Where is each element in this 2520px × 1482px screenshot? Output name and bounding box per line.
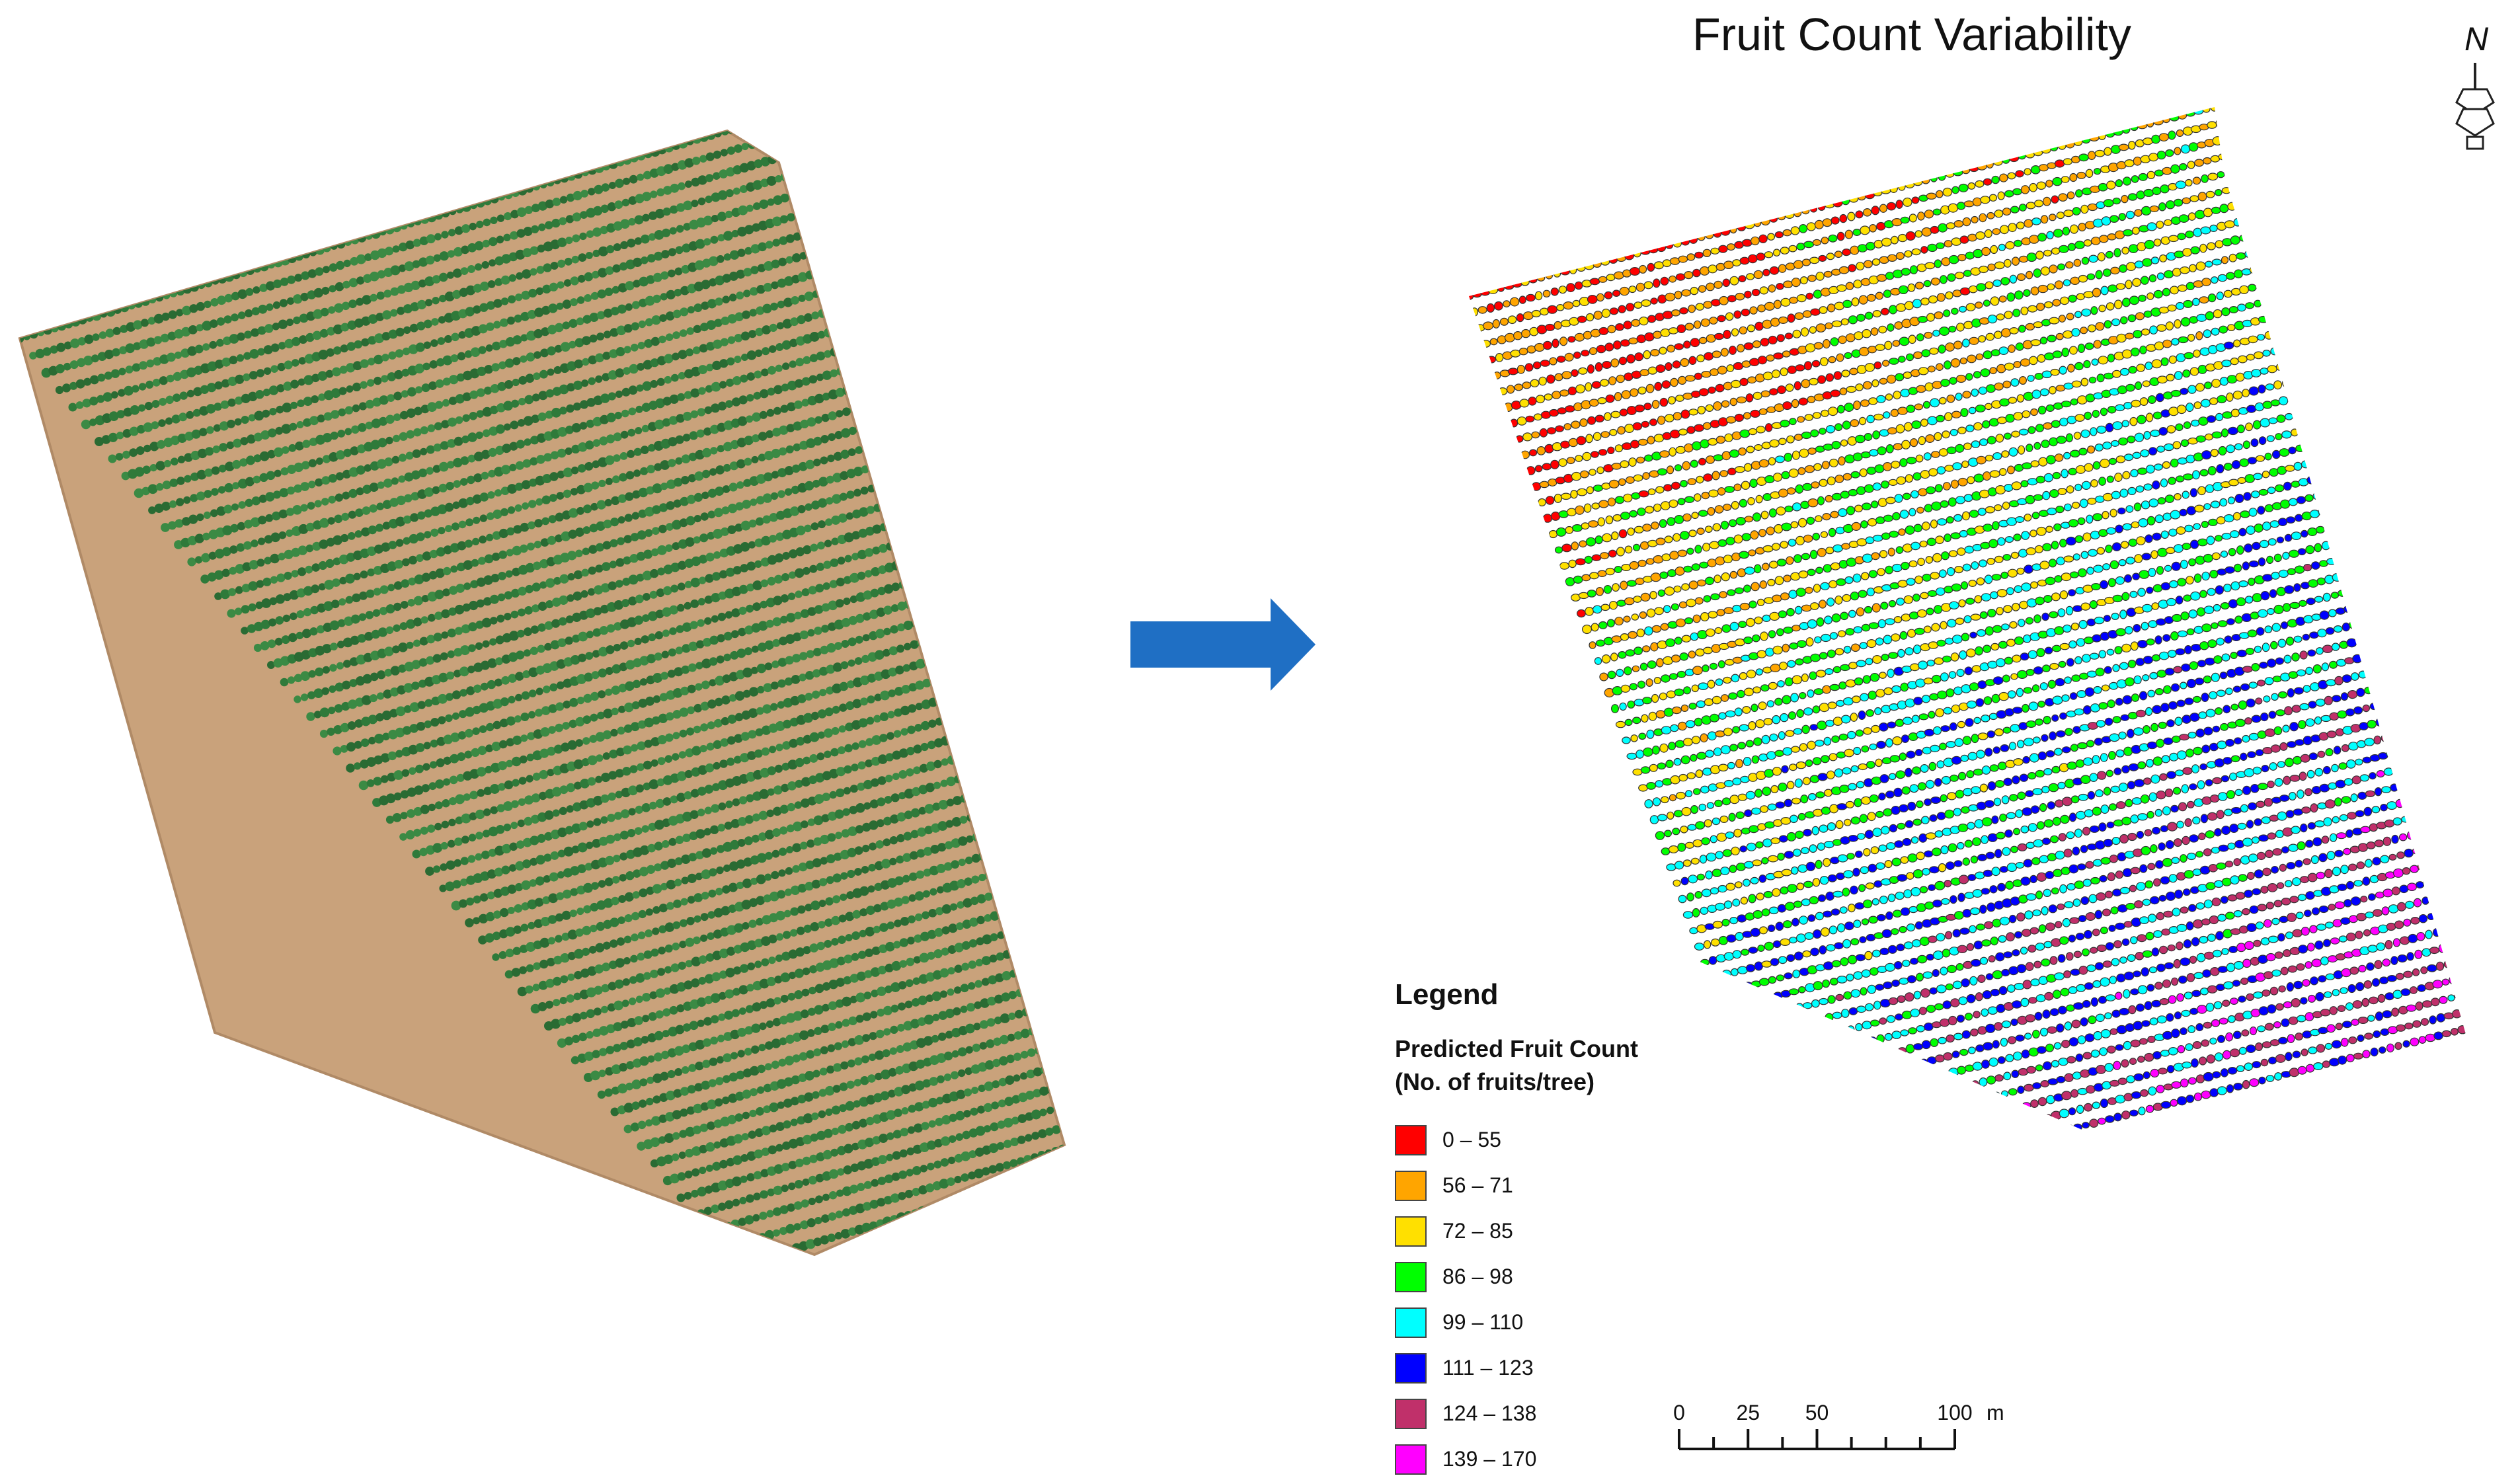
legend-item: 99 – 110 <box>1395 1300 1739 1345</box>
legend: Legend Predicted Fruit Count (No. of fru… <box>1395 978 1739 1461</box>
scale-bar-label: 25 <box>1736 1401 1760 1424</box>
legend-label: 111 – 123 <box>1442 1356 1534 1380</box>
north-arrow-icon <box>2457 63 2494 149</box>
legend-item: 139 – 170 <box>1395 1436 1739 1482</box>
scale-bar-unit: m <box>1987 1401 2004 1424</box>
legend-subtitle-1: Predicted Fruit Count <box>1395 1033 1739 1066</box>
legend-title: Legend <box>1395 978 1739 1011</box>
legend-subtitle-2: (No. of fruits/tree) <box>1395 1066 1739 1099</box>
legend-items: 0 – 55 56 – 71 72 – 85 86 – 98 99 – 110 111 –… <box>1395 1117 1739 1482</box>
legend-item: 72 – 85 <box>1395 1208 1739 1254</box>
tree-row <box>1768 948 2520 1157</box>
legend-item: 56 – 71 <box>1395 1163 1739 1208</box>
legend-item: 124 – 138 <box>1395 1391 1739 1436</box>
legend-swatch <box>1395 1216 1427 1247</box>
north-arrow-label: N <box>2464 20 2488 58</box>
scale-bar-label: 50 <box>1805 1401 1829 1424</box>
legend-item: 86 – 98 <box>1395 1254 1739 1300</box>
scale-bar-label: 100 <box>1937 1401 1972 1424</box>
map-title: Fruit Count Variability <box>1692 8 2131 61</box>
legend-swatch <box>1395 1262 1427 1292</box>
legend-swatch <box>1395 1307 1427 1338</box>
legend-swatch <box>1395 1171 1427 1201</box>
legend-label: 99 – 110 <box>1442 1310 1523 1335</box>
legend-label: 86 – 98 <box>1442 1265 1513 1289</box>
legend-swatch <box>1395 1399 1427 1429</box>
legend-label: 124 – 138 <box>1442 1401 1536 1426</box>
legend-label: 0 – 55 <box>1442 1128 1501 1152</box>
legend-swatch <box>1395 1125 1427 1155</box>
legend-swatch <box>1395 1353 1427 1384</box>
legend-label: 56 – 71 <box>1442 1173 1513 1198</box>
legend-label: 72 – 85 <box>1442 1219 1513 1243</box>
right-arrow-icon <box>1130 598 1316 691</box>
legend-item: 0 – 55 <box>1395 1117 1739 1163</box>
legend-label: 139 – 170 <box>1442 1447 1536 1471</box>
legend-item: 111 – 123 <box>1395 1345 1739 1391</box>
